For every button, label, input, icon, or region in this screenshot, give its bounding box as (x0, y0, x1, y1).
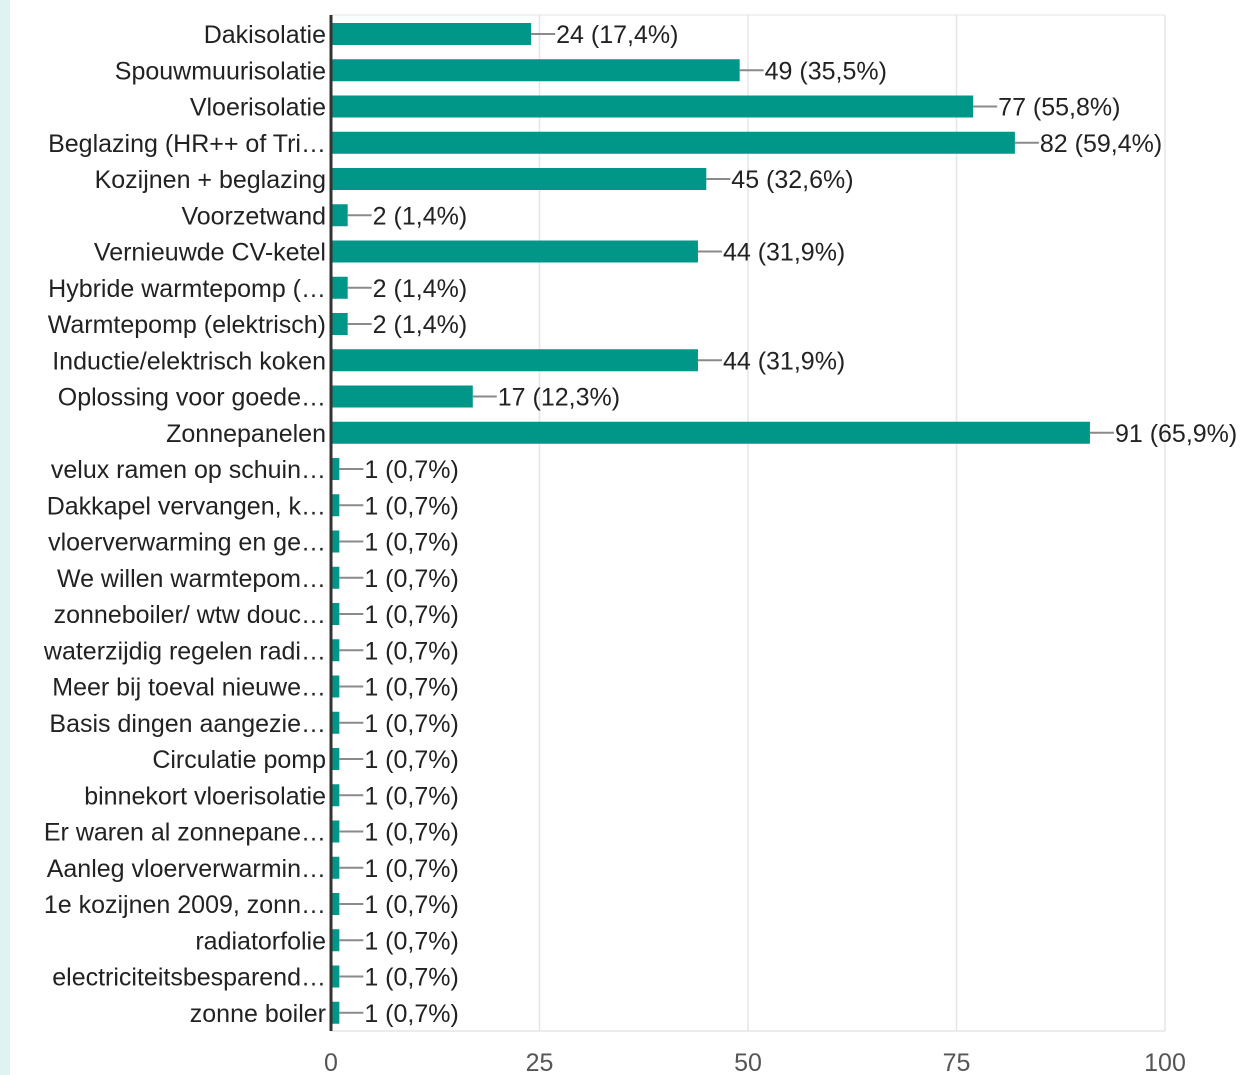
data-label: 1 (0,7%) (364, 637, 458, 665)
data-label: 1 (0,7%) (364, 1000, 458, 1028)
category-label: radiatorfolie (195, 927, 326, 955)
bar (331, 23, 532, 45)
data-label: 44 (31,9%) (723, 239, 845, 267)
bar (331, 276, 348, 299)
data-label: 1 (0,7%) (364, 819, 458, 847)
category-label: Er waren al zonnepane… (44, 819, 326, 847)
category-label: Spouwmuurisolatie (115, 57, 326, 85)
data-label: 1 (0,7%) (364, 782, 458, 810)
bar (331, 168, 707, 190)
category-label: Hybride warmtepomp (… (48, 275, 326, 303)
data-label: 45 (32,6%) (731, 166, 853, 194)
category-label: Beglazing (HR++ of Tri… (48, 130, 326, 158)
bar (331, 530, 340, 553)
x-tick-label: 50 (734, 1049, 762, 1075)
label-layer: Dakisolatie 24 (17,4%) Spouwmuurisolatie 49… (43, 21, 1237, 1028)
bar (331, 59, 740, 82)
bar (331, 204, 348, 227)
data-label: 1 (0,7%) (364, 964, 458, 992)
category-label: 1e kozijnen 2009, zonn… (44, 891, 326, 919)
category-label: velux ramen op schuin… (51, 456, 326, 484)
category-label: Vernieuwde CV-ketel (94, 239, 326, 267)
category-label: Dakkapel vervangen, k… (47, 492, 326, 520)
data-label: 1 (0,7%) (364, 565, 458, 593)
x-tick-label: 0 (324, 1049, 338, 1075)
bar (331, 748, 340, 770)
bar (331, 711, 340, 734)
bar (331, 1001, 340, 1024)
data-label: 1 (0,7%) (364, 855, 458, 883)
data-label: 2 (1,4%) (373, 202, 467, 230)
category-label: Oplossing voor goede… (58, 384, 326, 412)
category-label: zonne boiler (190, 1000, 326, 1028)
data-label: 1 (0,7%) (364, 927, 458, 955)
bar (331, 349, 698, 372)
category-label: vloerverwarming en ge… (48, 529, 326, 557)
data-label: 2 (1,4%) (373, 311, 467, 339)
category-label: Dakisolatie (204, 21, 326, 49)
data-label: 17 (12,3%) (498, 384, 620, 412)
data-label: 77 (55,8%) (998, 94, 1120, 122)
bar (331, 494, 340, 517)
x-tick-label: 100 (1144, 1049, 1186, 1075)
category-label: binnekort vloerisolatie (84, 782, 326, 810)
bar (331, 131, 1015, 154)
bar (331, 893, 340, 915)
category-label: Zonnepanelen (166, 420, 326, 448)
bar (331, 385, 473, 408)
category-label: Kozijnen + beglazing (95, 166, 326, 194)
bar (331, 421, 1090, 444)
data-label: 1 (0,7%) (364, 746, 458, 774)
bar (331, 240, 698, 263)
category-label: Inductie/elektrisch koken (52, 347, 326, 375)
category-label: Meer bij toeval nieuwe… (52, 674, 326, 702)
bar (331, 820, 340, 843)
category-label: Vloerisolatie (190, 94, 326, 122)
category-label: Aanleg vloerverwarmin… (47, 855, 326, 883)
bar (331, 95, 974, 118)
bar (331, 639, 340, 662)
data-label: 2 (1,4%) (373, 275, 467, 303)
data-label: 44 (31,9%) (723, 347, 845, 375)
data-label: 1 (0,7%) (364, 456, 458, 484)
category-label: We willen warmtepom… (57, 565, 326, 593)
category-label: waterzijdig regelen radi… (43, 637, 326, 665)
left-edge-strip (0, 0, 10, 1075)
bar (331, 566, 340, 589)
data-label: 1 (0,7%) (364, 529, 458, 557)
data-label: 1 (0,7%) (364, 710, 458, 738)
data-label: 24 (17,4%) (556, 21, 678, 49)
bar (331, 929, 340, 952)
category-label: Voorzetwand (181, 202, 326, 230)
data-label: 1 (0,7%) (364, 601, 458, 629)
data-label: 82 (59,4%) (1040, 130, 1162, 158)
category-label: Basis dingen aangezie… (49, 710, 326, 738)
data-label: 1 (0,7%) (364, 492, 458, 520)
category-label: Circulatie pomp (152, 746, 326, 774)
category-label: electriciteitsbesparend… (52, 964, 326, 992)
bar (331, 603, 340, 625)
data-label: 49 (35,5%) (765, 57, 887, 85)
category-label: Warmtepomp (elektrisch) (48, 311, 326, 339)
bar (331, 856, 340, 879)
bar (331, 458, 340, 480)
bar (331, 965, 340, 988)
data-label: 1 (0,7%) (364, 891, 458, 919)
x-tick-label: 25 (526, 1049, 554, 1075)
category-label: zonneboiler/ wtw douc… (54, 601, 326, 629)
data-label: 91 (65,9%) (1115, 420, 1237, 448)
bar (331, 313, 348, 335)
data-label: 1 (0,7%) (364, 674, 458, 702)
bar (331, 784, 340, 807)
bar (331, 675, 340, 698)
bar-layer (331, 23, 1090, 1024)
x-tick-label: 75 (943, 1049, 971, 1075)
